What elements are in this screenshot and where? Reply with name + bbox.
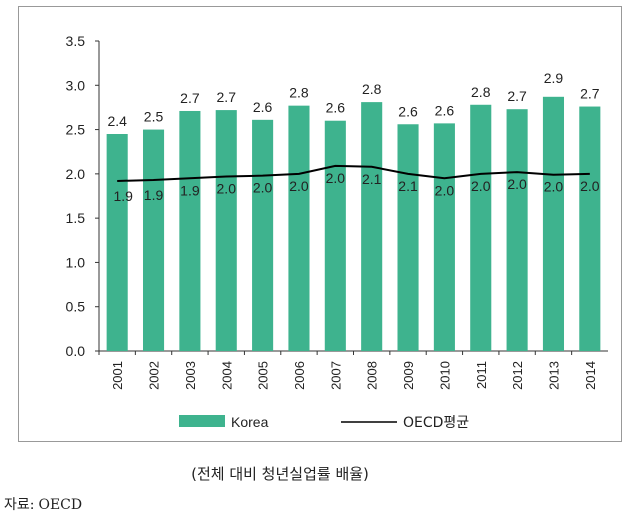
line-value-label: 1.9 <box>180 182 200 198</box>
source-label: 자료: <box>4 497 35 513</box>
x-tick-label: 2003 <box>183 361 198 390</box>
bar-2006 <box>288 105 310 352</box>
x-tick-label: 2002 <box>147 361 162 390</box>
x-tick-label: 2006 <box>292 361 307 390</box>
chart-frame: 0.0 0.5 1.0 1.5 2.0 2.5 3.0 3.5 2.4 2.5 2.7 2.7 2.6 2… <box>18 6 622 442</box>
x-tick-label: 2005 <box>256 361 271 390</box>
bar-2001 <box>106 134 128 351</box>
x-tick-label: 2014 <box>583 361 598 390</box>
bar-value-label: 2.6 <box>435 102 455 118</box>
bar-value-label: 2.6 <box>253 99 273 115</box>
bar-value-label: 2.6 <box>398 103 418 119</box>
legend-label-korea: Korea <box>231 414 269 430</box>
bar-2004 <box>215 110 237 351</box>
bar-value-label: 2.8 <box>471 84 491 100</box>
bar-value-label: 2.8 <box>289 85 309 101</box>
source-value: OECD <box>38 497 83 513</box>
bar-value-label: 2.7 <box>507 88 527 104</box>
x-tick-label: 2013 <box>546 361 561 390</box>
line-value-label: 2.1 <box>398 178 418 194</box>
y-tick-label: 2.0 <box>66 166 86 182</box>
source-note: 자료: OECD <box>4 494 86 514</box>
bar-2007 <box>324 120 346 351</box>
chart-caption: (전체 대비 청년실업률 배율) <box>191 465 369 483</box>
line-value-label: 1.9 <box>144 187 164 203</box>
bar-2005 <box>252 119 274 351</box>
line-value-label: 2.0 <box>471 178 491 194</box>
legend-swatch-korea <box>179 415 225 427</box>
x-tick-label: 2004 <box>219 361 234 390</box>
line-value-label: 2.0 <box>253 180 273 196</box>
line-value-label: 2.0 <box>435 182 455 198</box>
line-value-label: 2.0 <box>217 181 237 197</box>
bar-value-label: 2.7 <box>217 89 237 105</box>
x-tick-label: 2001 <box>110 361 125 390</box>
series-line-oecd <box>117 164 590 182</box>
bar-value-label: 2.9 <box>544 70 564 86</box>
line-value-label: 2.1 <box>362 171 382 187</box>
bar-2002 <box>142 129 165 351</box>
bar-value-label: 2.8 <box>362 81 382 97</box>
x-tick-label: 2008 <box>365 361 380 390</box>
legend-label-oecd: OECD평균 <box>403 415 469 431</box>
bar-value-label: 2.7 <box>580 86 600 102</box>
y-tick-label: 0.0 <box>66 343 86 359</box>
bar-2010 <box>433 123 455 351</box>
y-tick-label: 2.5 <box>66 122 86 138</box>
y-tick-label: 1.0 <box>66 254 86 270</box>
chart: 0.0 0.5 1.0 1.5 2.0 2.5 3.0 3.5 2.4 2.5 2.7 2.7 2.6 2… <box>66 33 608 431</box>
line-value-label: 2.0 <box>544 179 564 195</box>
y-tick-label: 3.0 <box>66 77 86 93</box>
bar-value-label: 2.6 <box>326 100 346 116</box>
bar-2008 <box>361 102 383 351</box>
x-tick-label: 2011 <box>474 361 489 389</box>
line-value-label: 2.0 <box>326 170 346 186</box>
x-tick-label: 2010 <box>437 361 452 390</box>
y-tick-label: 3.5 <box>66 33 86 49</box>
line-value-label: 2.0 <box>289 178 309 194</box>
bar-value-label: 2.4 <box>107 113 127 129</box>
line-value-label: 2.0 <box>507 176 527 192</box>
bar-2003 <box>179 110 201 351</box>
y-tick-label: 0.5 <box>66 299 86 315</box>
bar-2014 <box>579 106 601 352</box>
x-tick-label: 2007 <box>328 361 343 390</box>
bar-value-label: 2.7 <box>180 90 200 106</box>
bar-2012 <box>506 109 528 351</box>
x-tick-label: 2009 <box>401 361 416 390</box>
bar-value-label: 2.5 <box>144 109 164 125</box>
y-tick-label: 1.5 <box>66 210 86 226</box>
line-value-label: 1.9 <box>113 188 133 204</box>
bar-2011 <box>470 104 492 352</box>
bar-2013 <box>542 96 565 351</box>
line-value-label: 2.0 <box>580 178 600 194</box>
bar-2009 <box>397 124 419 351</box>
x-tick-label: 2012 <box>510 361 525 390</box>
